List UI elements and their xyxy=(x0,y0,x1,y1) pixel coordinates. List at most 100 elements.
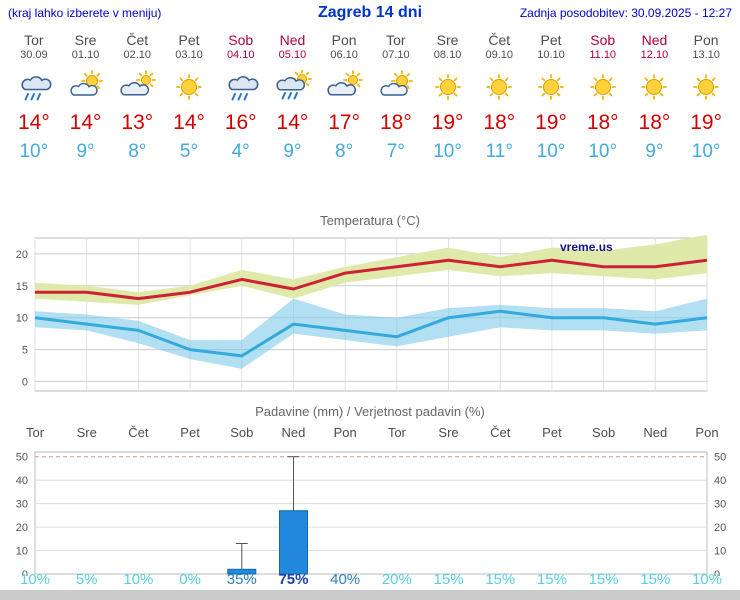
precip-day-label: Tor xyxy=(387,425,406,440)
rain-icon xyxy=(221,68,261,106)
svg-text:10: 10 xyxy=(714,546,726,558)
forecast-day-column: Ned 05.10 14° 9° xyxy=(267,32,319,166)
temperature-chart: 0 5 10 15 20 xyxy=(16,234,708,392)
day-date: 01.10 xyxy=(71,49,100,61)
day-date: 02.10 xyxy=(123,49,152,61)
day-name: Pon xyxy=(693,32,719,48)
svg-text:5: 5 xyxy=(22,345,28,357)
svg-text:20: 20 xyxy=(16,249,28,261)
day-date: 10.10 xyxy=(537,49,565,61)
precip-day-label: Čet xyxy=(128,425,149,440)
forecast-day-column: Sob 04.10 16° 4° xyxy=(215,32,267,166)
precip-chart-title: Padavine (mm) / Verjetnost padavin (%) xyxy=(255,404,485,419)
precip-day-label: Ned xyxy=(643,425,668,440)
day-date: 07.10 xyxy=(382,49,410,61)
svg-text:20: 20 xyxy=(714,522,726,534)
temp-chart-title: Temperatura (°C) xyxy=(320,213,420,228)
day-min-temp: 10° xyxy=(433,141,462,162)
precip-probability: 40% xyxy=(330,571,361,588)
precip-day-labels: Tor Sre Čet Pet Sob Ned Pon Tor Sre Čet Pet Sob Ned P… xyxy=(0,425,740,441)
day-min-temp: 10° xyxy=(691,141,721,162)
svg-text:40: 40 xyxy=(714,475,726,487)
rain-icon xyxy=(14,68,54,106)
precip-probability: 10% xyxy=(19,571,51,588)
svg-text:0: 0 xyxy=(22,569,28,576)
precip-probability: 0% xyxy=(179,571,201,588)
precip-day-label: Ned xyxy=(281,425,306,440)
day-name: Tor xyxy=(386,32,406,48)
forecast-day-column: Čet 09.10 18° 11° xyxy=(473,32,525,166)
day-date: 03.10 xyxy=(175,49,203,61)
precip-probability: 15% xyxy=(536,571,567,588)
sunny-icon xyxy=(531,68,571,106)
precip-probability: 20% xyxy=(381,571,412,588)
svg-text:50: 50 xyxy=(714,452,726,464)
day-min-temp: 10° xyxy=(19,141,49,162)
day-max-temp: 19° xyxy=(690,111,723,134)
sunny-icon xyxy=(686,68,726,106)
rain-sun-icon xyxy=(272,68,313,106)
day-name: Tor xyxy=(24,32,44,48)
precip-probability: 15% xyxy=(433,571,464,588)
forecast-day-column: Pet 03.10 14° 5° xyxy=(163,32,215,166)
day-max-temp: 17° xyxy=(328,111,361,134)
day-min-temp: 9° xyxy=(645,141,664,162)
svg-text:10: 10 xyxy=(16,313,28,325)
day-max-temp: 14° xyxy=(276,111,309,134)
day-date: 11.10 xyxy=(589,49,617,61)
svg-text:40: 40 xyxy=(16,475,28,487)
location-menu-note: (kraj lahko izberete v meniju) xyxy=(8,6,162,20)
day-date: 09.10 xyxy=(485,49,514,61)
day-min-temp: 10° xyxy=(588,141,618,162)
day-min-temp: 7° xyxy=(386,141,405,162)
precip-probability: 75% xyxy=(278,571,309,588)
day-min-temp: 10° xyxy=(536,141,566,162)
precip-probability: 15% xyxy=(640,571,671,588)
svg-text:30: 30 xyxy=(16,499,28,511)
precipitation-chart: 0 0 10 10 20 20 30 30 40 40 50 50 xyxy=(16,451,726,576)
precip-day-label: Pet xyxy=(542,425,562,440)
mostly-cloudy-icon xyxy=(117,68,157,106)
day-min-temp: 9° xyxy=(76,141,95,162)
forecast-day-column: Pet 10.10 19° 10° xyxy=(525,32,577,166)
sunny-icon xyxy=(428,68,468,106)
sunny-icon xyxy=(479,68,519,106)
day-max-temp: 18° xyxy=(638,111,671,134)
svg-text:0: 0 xyxy=(22,376,28,388)
mostly-cloudy-icon xyxy=(324,68,364,106)
day-name: Pon xyxy=(331,32,357,48)
partly-cloudy-icon xyxy=(66,68,106,106)
forecast-day-column: Pon 13.10 19° 10° xyxy=(680,32,732,166)
forecast-day-column: Čet 02.10 13° 8° xyxy=(111,32,163,166)
day-name: Pet xyxy=(178,32,200,48)
day-date: 08.10 xyxy=(433,49,462,61)
bottom-bar xyxy=(0,590,740,600)
day-min-temp: 8° xyxy=(128,141,147,162)
svg-text:50: 50 xyxy=(16,452,28,464)
day-max-temp: 14° xyxy=(173,111,205,134)
day-name: Sob xyxy=(228,32,254,48)
forecast-day-column: Tor 30.09 14° 10° xyxy=(8,32,60,166)
day-max-temp: 18° xyxy=(379,111,412,134)
day-min-temp: 8° xyxy=(335,141,354,162)
forecast-day-column: Sre 01.10 14° 9° xyxy=(60,32,112,166)
day-max-temp: 18° xyxy=(483,111,516,134)
svg-text:20: 20 xyxy=(16,522,28,534)
day-date: 05.10 xyxy=(278,49,307,61)
day-max-temp: 13° xyxy=(121,111,154,134)
page-title: Zagreb 14 dni xyxy=(317,4,423,21)
forecast-day-column: Ned 12.10 18° 9° xyxy=(629,32,681,166)
day-name: Čet xyxy=(126,32,149,48)
precip-day-label: Tor xyxy=(25,425,45,440)
day-name: Pet xyxy=(540,32,562,48)
watermark-link[interactable]: vreme.us xyxy=(560,240,613,254)
day-date: 12.10 xyxy=(640,49,669,61)
day-max-temp: 14° xyxy=(69,111,102,134)
precip-probability: 15% xyxy=(588,571,619,588)
day-min-temp: 5° xyxy=(179,141,199,162)
day-min-temp: 11° xyxy=(485,141,513,162)
svg-text:15: 15 xyxy=(16,281,28,293)
forecast-day-column: Pon 06.10 17° 8° xyxy=(318,32,370,166)
day-date: 13.10 xyxy=(692,49,720,61)
precip-day-label: Pon xyxy=(333,425,357,440)
